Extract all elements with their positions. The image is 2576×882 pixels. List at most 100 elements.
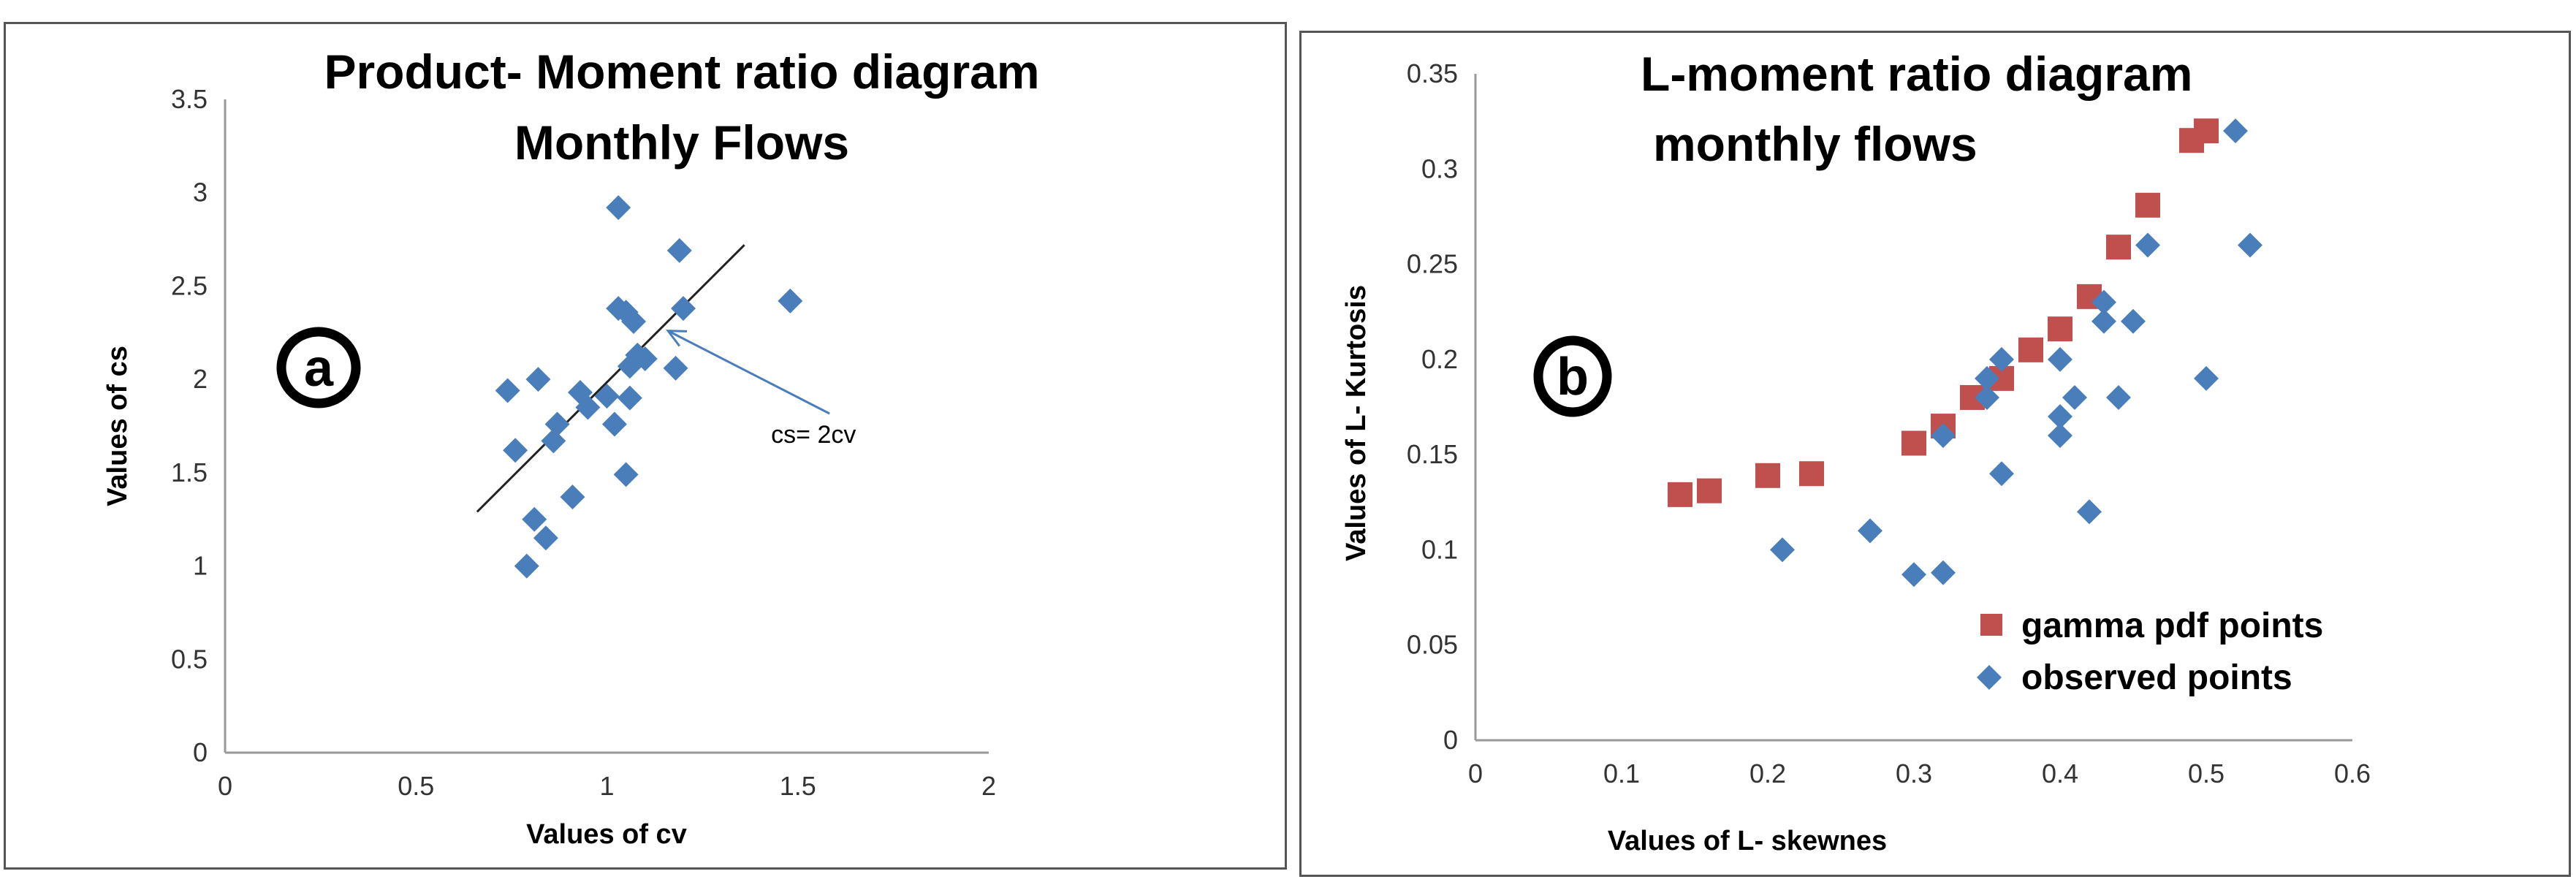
chart-b-x-tick-label: 0.4 bbox=[2042, 759, 2078, 788]
chart-a-point-diamond bbox=[544, 411, 570, 437]
chart-a-point-diamond bbox=[533, 525, 558, 551]
chart-b-point-diamond bbox=[2121, 308, 2146, 334]
chart-a-title-line-1: Product- Moment ratio diagram bbox=[324, 45, 1039, 99]
chart-b-point-diamond bbox=[2077, 499, 2102, 525]
chart-a-point-diamond bbox=[601, 411, 627, 437]
chart-b-y-tick-label: 0.15 bbox=[1407, 439, 1458, 469]
chart-panel-a: Product- Moment ratio diagram Monthly Fl… bbox=[4, 22, 1287, 870]
chart-a-point-diamond bbox=[671, 296, 696, 322]
chart-a-point-diamond bbox=[522, 506, 547, 532]
chart-b-y-tick-label: 0 bbox=[1443, 725, 1458, 755]
chart-b-y-tick-label: 0.3 bbox=[1421, 153, 1458, 183]
chart-b-y-tick-label: 0.25 bbox=[1407, 249, 1458, 279]
chart-b-marks bbox=[1668, 118, 2262, 588]
chart-a-point-diamond bbox=[541, 428, 566, 454]
chart-a-x-tick-label: 0.5 bbox=[398, 771, 434, 801]
chart-b-point-square bbox=[2048, 316, 2072, 342]
chart-a-point-diamond bbox=[594, 384, 620, 409]
chart-b-x-tick-label: 0 bbox=[1468, 759, 1483, 788]
chart-b-point-diamond bbox=[1975, 365, 1999, 391]
chart-a-y-tick-label: 1.5 bbox=[171, 457, 208, 487]
chart-b-point-square bbox=[1901, 430, 1926, 456]
chart-a-point-diamond bbox=[503, 438, 528, 463]
chart-a-point-diamond bbox=[560, 484, 585, 510]
chart-b-point-diamond bbox=[2106, 384, 2131, 410]
chart-b-y-axis-title: Values of L- Kurtosis bbox=[1341, 285, 1372, 561]
chart-b-x-tick-label: 0.6 bbox=[2334, 759, 2371, 788]
chart-b-y-tick-labels: 0 0.05 0.1 0.15 0.2 0.25 0.3 0.35 bbox=[1407, 58, 1458, 755]
chart-a-point-diamond bbox=[606, 195, 631, 221]
chart-a-x-tick-label: 1 bbox=[599, 771, 614, 801]
chart-a-panel-label: a bbox=[304, 339, 334, 398]
chart-b-point-square bbox=[2018, 337, 2043, 362]
chart-b-y-tick-label: 0.2 bbox=[1421, 344, 1458, 374]
chart-a-x-tick-label: 2 bbox=[981, 771, 996, 801]
chart-b-point-diamond bbox=[2223, 118, 2248, 144]
chart-a-y-tick-label: 2.5 bbox=[171, 270, 208, 300]
chart-a-point-diamond bbox=[778, 288, 803, 313]
chart-a-point-diamond bbox=[613, 462, 639, 487]
legend-gamma-label: gamma pdf points bbox=[2021, 607, 2323, 645]
chart-b-x-tick-label: 0.5 bbox=[2188, 759, 2224, 788]
chart-a-y-tick-labels: 0 0.5 1 1.5 2 2.5 3 3.5 bbox=[171, 84, 208, 767]
chart-a-y-tick-label: 1 bbox=[193, 551, 208, 581]
chart-a-x-tick-labels: 0 0.5 1 1.5 2 bbox=[218, 771, 996, 801]
chart-a-reference-line bbox=[476, 244, 745, 513]
chart-b-point-square bbox=[1799, 461, 1824, 487]
chart-b-point-diamond bbox=[1975, 384, 1999, 410]
chart-b-x-axis-title: Values of L- skewnes bbox=[1608, 826, 1887, 856]
chart-b-title-line-1: L-moment ratio diagram bbox=[1641, 47, 2192, 101]
chart-a-annotation-arrowhead bbox=[666, 330, 688, 347]
chart-b-panel-badge: b bbox=[1533, 335, 1612, 417]
chart-a-title-line-2: Monthly Flows bbox=[514, 115, 849, 170]
chart-a-point-diamond bbox=[617, 385, 642, 411]
chart-a-point-diamond bbox=[663, 355, 688, 381]
chart-b-point-diamond bbox=[2091, 289, 2116, 315]
chart-a-y-tick-label: 0 bbox=[193, 737, 208, 767]
chart-a-point-diamond bbox=[632, 346, 658, 372]
chart-a-marks bbox=[495, 195, 803, 579]
chart-b-point-diamond bbox=[2238, 232, 2262, 258]
chart-a-point-diamond bbox=[621, 308, 647, 334]
chart-b-point-diamond bbox=[1770, 537, 1795, 563]
chart-a-point-diamond bbox=[525, 367, 551, 392]
chart-a-y-tick-label: 3 bbox=[193, 178, 208, 208]
chart-b-point-diamond bbox=[2135, 232, 2160, 258]
legend-gamma-marker bbox=[1980, 614, 2002, 636]
chart-b-point-diamond bbox=[1858, 518, 1882, 544]
chart-a-annotation: cs= 2cv bbox=[666, 330, 856, 449]
chart-b-point-square bbox=[2194, 118, 2219, 144]
chart-a-y-tick-label: 2 bbox=[193, 364, 208, 394]
chart-b-y-tick-label: 0.05 bbox=[1407, 630, 1458, 660]
chart-b-point-diamond bbox=[2194, 365, 2219, 391]
chart-a-title: Product- Moment ratio diagram Monthly Fl… bbox=[324, 45, 1039, 170]
chart-b-point-diamond bbox=[2048, 404, 2072, 430]
chart-b-point-square bbox=[1755, 463, 1780, 488]
chart-a-panel-badge: a bbox=[276, 327, 361, 408]
chart-b-panel-label: b bbox=[1557, 348, 1589, 406]
chart-b-x-tick-labels: 0 0.1 0.2 0.3 0.4 0.5 0.6 bbox=[1468, 759, 2371, 788]
chart-a-point-diamond bbox=[575, 395, 601, 420]
chart-a-point-diamond bbox=[666, 237, 692, 263]
chart-b-point-square bbox=[1668, 482, 1692, 507]
chart-b-y-tick-label: 0.1 bbox=[1421, 534, 1458, 564]
chart-b-x-tick-label: 0.2 bbox=[1749, 759, 1786, 788]
chart-b-point-diamond bbox=[2062, 384, 2087, 410]
chart-b-point-diamond bbox=[1901, 562, 1926, 588]
chart-a-y-tick-label: 3.5 bbox=[171, 84, 208, 114]
chart-b-point-diamond bbox=[1931, 423, 1956, 449]
chart-b-panel-badge-circle bbox=[1533, 335, 1612, 417]
chart-a-point-diamond bbox=[514, 553, 539, 579]
chart-a-x-tick-label: 0 bbox=[218, 771, 232, 801]
chart-b-point-diamond bbox=[2048, 346, 2072, 372]
chart-b-point-diamond bbox=[1989, 346, 2014, 372]
chart-a-y-axis-title: Values of cs bbox=[102, 346, 133, 506]
chart-a-reference-line-group bbox=[476, 244, 745, 513]
chart-a-point-diamond bbox=[495, 378, 520, 403]
legend-observed-marker bbox=[1977, 665, 2002, 690]
chart-a-x-axis-title: Values of cv bbox=[526, 819, 687, 850]
chart-b-point-square bbox=[2135, 192, 2160, 218]
chart-b-x-tick-label: 0.1 bbox=[1603, 759, 1640, 788]
chart-a-annotation-label: cs= 2cv bbox=[771, 421, 856, 449]
chart-b-point-diamond bbox=[1931, 560, 1956, 585]
